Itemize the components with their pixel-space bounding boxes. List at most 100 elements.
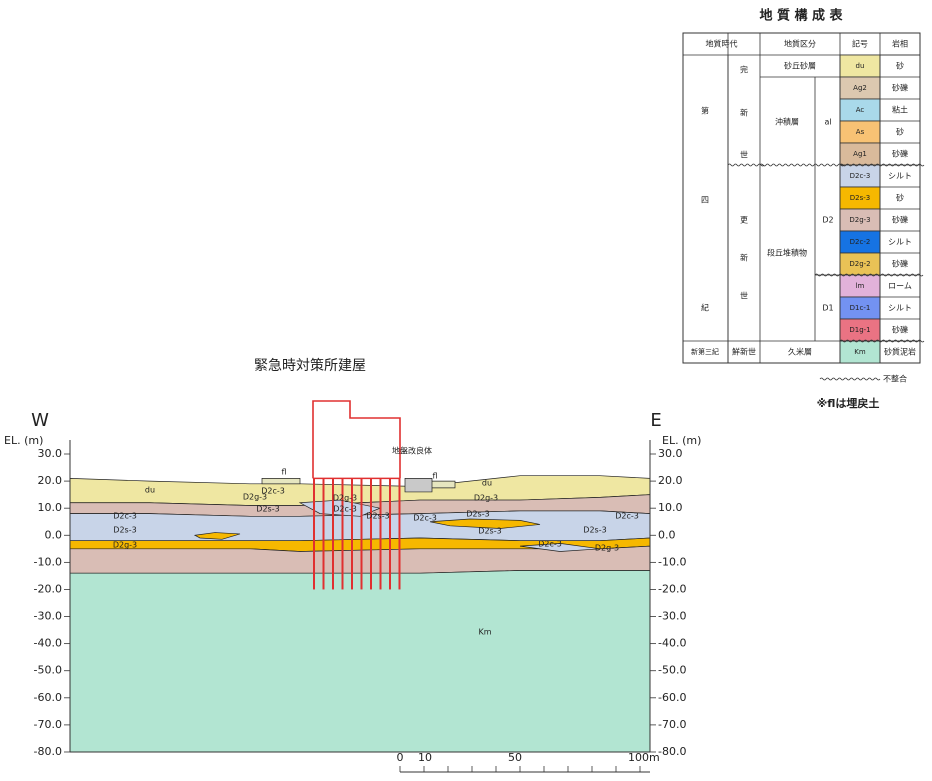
rock: 砂礫 xyxy=(892,259,908,269)
lens xyxy=(429,518,541,529)
table-cell: D2 xyxy=(822,216,833,225)
rock: 粘土 xyxy=(892,105,908,115)
layer-label: D2g-3 xyxy=(243,493,267,502)
symbol: du xyxy=(856,62,865,70)
table-cell: 新 xyxy=(740,108,748,118)
symbol: As xyxy=(856,128,865,136)
scale-label: 0 xyxy=(397,751,404,764)
table-cell: 久米層 xyxy=(788,347,812,357)
layer-label: 地盤改良体 xyxy=(392,446,432,456)
layer-label: fl xyxy=(432,472,437,481)
layer-label: Km xyxy=(478,628,491,637)
symbol: D1g-1 xyxy=(849,326,870,334)
elevation-label: 20.0 xyxy=(658,474,683,487)
elevation-label: 20.0 xyxy=(38,474,63,487)
legend-note: 不整合 xyxy=(883,374,907,384)
elevation-label: -40.0 xyxy=(658,637,686,650)
rock: 砂 xyxy=(896,61,904,71)
building-title: 緊急時対策所建屋 xyxy=(254,357,366,374)
elevation-label: -60.0 xyxy=(658,691,686,704)
layer-label: D2c-3 xyxy=(538,540,562,549)
elevation-label: 30.0 xyxy=(658,447,683,460)
rock: 砂礫 xyxy=(892,83,908,93)
table-cell: 砂丘砂層 xyxy=(784,61,816,71)
rock: シルト xyxy=(888,238,912,247)
axis-label: EL. (m) xyxy=(662,434,701,447)
layer-label: D2c-3 xyxy=(615,512,639,521)
elevation-label: 10.0 xyxy=(658,501,683,514)
table-cell: 紀 xyxy=(701,303,709,313)
symbol: Ag2 xyxy=(853,84,867,92)
lens xyxy=(193,532,241,540)
layer-label: D2c-3 xyxy=(261,487,285,496)
scale-label: 10 xyxy=(418,751,432,764)
layer-label: du xyxy=(482,479,492,488)
elevation-label: 30.0 xyxy=(38,447,63,460)
elevation-label: 0.0 xyxy=(45,528,63,541)
symbol: D2c-2 xyxy=(850,238,871,246)
rock: 砂 xyxy=(896,127,904,137)
rock: シルト xyxy=(888,304,912,313)
symbol: lm xyxy=(856,282,865,290)
symbol: Km xyxy=(854,348,866,356)
elevation-label: 10.0 xyxy=(38,501,63,514)
table-cell: al xyxy=(824,118,831,127)
elevation-label: -70.0 xyxy=(658,718,686,731)
elevation-label: -80.0 xyxy=(34,745,62,758)
rock: 砂礫 xyxy=(892,149,908,159)
layer-label: D2s-3 xyxy=(478,527,501,536)
table-cell: 完 xyxy=(740,65,748,75)
elevation-label: -80.0 xyxy=(658,745,686,758)
table-cell: 四 xyxy=(701,196,709,205)
west-label: W xyxy=(31,410,49,431)
elevation-label: -10.0 xyxy=(34,555,62,568)
elevation-label: -30.0 xyxy=(658,610,686,623)
symbol: D1c-1 xyxy=(850,304,871,312)
rock: 砂質泥岩 xyxy=(884,347,916,357)
layer-label: D2c-3 xyxy=(333,505,357,514)
rock: 砂礫 xyxy=(892,215,908,225)
scale-label: 50 xyxy=(508,751,522,764)
table-header: 岩相 xyxy=(892,39,908,49)
table-cell: 世 xyxy=(740,291,748,301)
elevation-label: -40.0 xyxy=(34,637,62,650)
table-header: 地質時代 xyxy=(706,39,738,49)
elevation-label: -20.0 xyxy=(658,582,686,595)
symbol: Ag1 xyxy=(853,150,867,158)
table-frame xyxy=(682,32,921,364)
table-cell: 更 xyxy=(740,216,748,225)
symbol: Ac xyxy=(856,106,865,114)
table-cell: 第 xyxy=(701,106,709,116)
symbol: D2g-3 xyxy=(849,216,870,224)
lens xyxy=(519,543,601,552)
elevation-label: -60.0 xyxy=(34,691,62,704)
unconformity xyxy=(839,163,925,167)
elevation-label: -20.0 xyxy=(34,582,62,595)
scale-label: 100m xyxy=(628,751,660,764)
unconformity xyxy=(819,377,881,381)
symbol: D2g-2 xyxy=(849,260,870,268)
axis-label: EL. (m) xyxy=(4,434,43,447)
layer-label: D2c-3 xyxy=(113,512,137,521)
layer xyxy=(69,570,651,753)
table-cell: 沖積層 xyxy=(775,117,799,127)
layer-label: D2g-3 xyxy=(595,544,619,553)
rock: 砂礫 xyxy=(892,325,908,335)
unconformity xyxy=(839,339,925,343)
layer-label: fl xyxy=(281,468,286,477)
layer-label: D2s-3 xyxy=(583,526,606,535)
east-label: E xyxy=(650,410,661,431)
layer-label: D2g-3 xyxy=(113,541,137,550)
elevation-label: -30.0 xyxy=(34,610,62,623)
building xyxy=(312,400,401,479)
table-cell: 段丘堆積物 xyxy=(767,248,807,258)
unconformity xyxy=(727,163,765,167)
elevation-label: -50.0 xyxy=(658,664,686,677)
table-cell: 新 xyxy=(740,253,748,263)
elevation-label: 0.0 xyxy=(658,528,676,541)
layer-label: D2g-3 xyxy=(333,494,357,503)
table-cell: 世 xyxy=(740,150,748,160)
layer-label: du xyxy=(145,486,155,495)
table-header: 地質区分 xyxy=(784,39,816,49)
